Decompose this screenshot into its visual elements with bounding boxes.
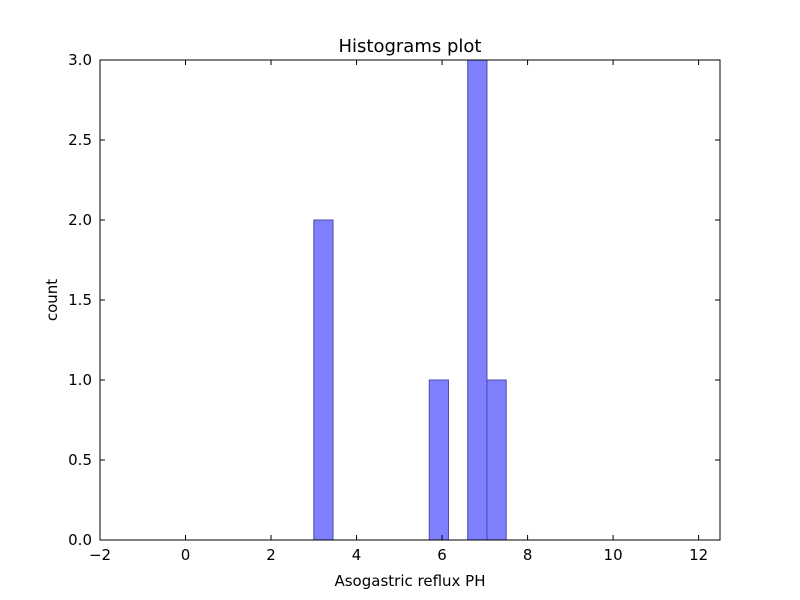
x-tick-label: 8 (523, 546, 533, 564)
x-axis-ticks: −2 0 2 4 6 8 10 12 (89, 60, 708, 564)
x-tick-label: 2 (266, 546, 276, 564)
bars-group (313, 59, 507, 541)
y-axis-ticks: 0.0 0.5 1.0 1.5 2.0 2.5 3.0 (68, 51, 720, 549)
y-tick-label: 1.5 (68, 291, 92, 309)
x-tick-label: 4 (352, 546, 362, 564)
y-tick-label: 0.5 (68, 451, 92, 469)
plot-frame (99, 59, 721, 541)
y-axis-label: count (43, 279, 61, 321)
x-tick-label: 0 (181, 546, 191, 564)
y-tick-label: 2.5 (68, 131, 92, 149)
y-tick-label: 2.0 (68, 211, 92, 229)
x-axis-label: Asogastric reflux PH (334, 572, 485, 590)
x-tick-label: 10 (604, 546, 623, 564)
histogram-bar-2 (428, 379, 449, 541)
chart-title: Histograms plot (339, 36, 482, 57)
x-tick-label: 6 (437, 546, 447, 564)
y-tick-label: 3.0 (68, 51, 92, 69)
x-tick-label: −2 (89, 546, 111, 564)
x-tick-label: 12 (689, 546, 708, 564)
histogram-bar-4 (486, 379, 507, 541)
histogram-bar-3 (467, 59, 488, 541)
y-tick-label: 1.0 (68, 371, 92, 389)
histogram-bar-1 (313, 219, 334, 541)
y-tick-label: 0.0 (68, 531, 92, 549)
